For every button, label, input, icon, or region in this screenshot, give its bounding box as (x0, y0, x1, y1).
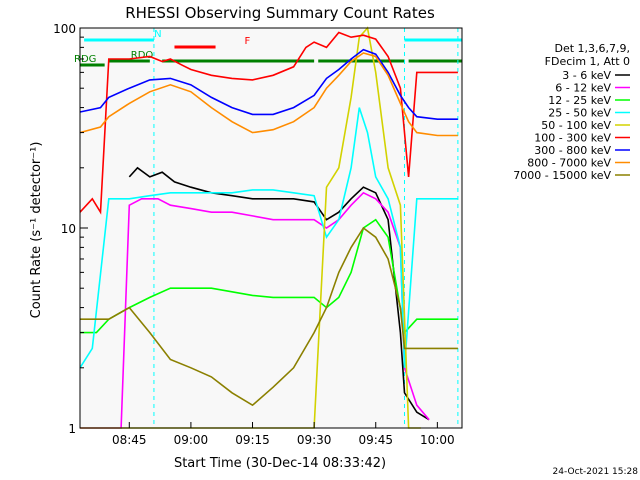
series-line (79, 107, 458, 369)
chart-title: RHESSI Observing Summary Count Rates (125, 4, 435, 22)
legend-label: 7000 - 15000 keV (513, 169, 611, 182)
legend-label: 3 - 6 keV (562, 69, 611, 82)
legend-label: 25 - 50 keV (548, 107, 611, 120)
legend: Det 1,3,6,7,9, FDecim 1, Att 0 3 - 6 keV… (513, 42, 630, 182)
x-tick-label: 09:45 (358, 433, 393, 447)
y-tick-label: 100 (53, 22, 76, 36)
series-line (79, 52, 458, 137)
series-line (80, 226, 458, 407)
legend-header-line-2: FDecim 1, Att 0 (545, 55, 630, 68)
legend-header-line-1: Det 1,3,6,7,9, (554, 42, 630, 55)
x-tick-label: 10:00 (420, 433, 455, 447)
legend-label: 50 - 100 keV (541, 119, 611, 132)
y-tick-label: 1 (68, 422, 76, 436)
timestamp-label: 24-Oct-2021 15:28 (553, 467, 639, 477)
y-axis-title: Count Rate (s⁻¹ detector⁻¹) (29, 142, 44, 319)
x-tick-label: 09:00 (174, 433, 209, 447)
x-tick-label: 09:30 (297, 433, 332, 447)
series-line (79, 31, 458, 215)
series-line (80, 218, 458, 335)
flag-label: RDG (74, 54, 96, 65)
legend-label: 100 - 300 keV (534, 132, 611, 145)
y-tick-label: 10 (61, 222, 76, 236)
flag-label: F (244, 36, 250, 47)
series-line (79, 48, 458, 120)
x-tick-label: 09:15 (235, 433, 270, 447)
legend-label: 12 - 25 keV (548, 94, 611, 107)
x-axis-title: Start Time (30-Dec-14 08:33:42) (174, 456, 386, 471)
series-line (80, 191, 430, 429)
legend-label: 6 - 12 keV (555, 82, 611, 95)
flag-label: RDO (131, 50, 154, 61)
flag-label: N (154, 29, 161, 40)
axes: 08:45 09:00 09:15 09:30 09:45 10:00 1 10 100 (53, 22, 455, 447)
legend-label: 800 - 7000 keV (527, 157, 611, 170)
x-tick-label: 08:45 (112, 433, 147, 447)
legend-label: 300 - 800 keV (534, 144, 611, 157)
